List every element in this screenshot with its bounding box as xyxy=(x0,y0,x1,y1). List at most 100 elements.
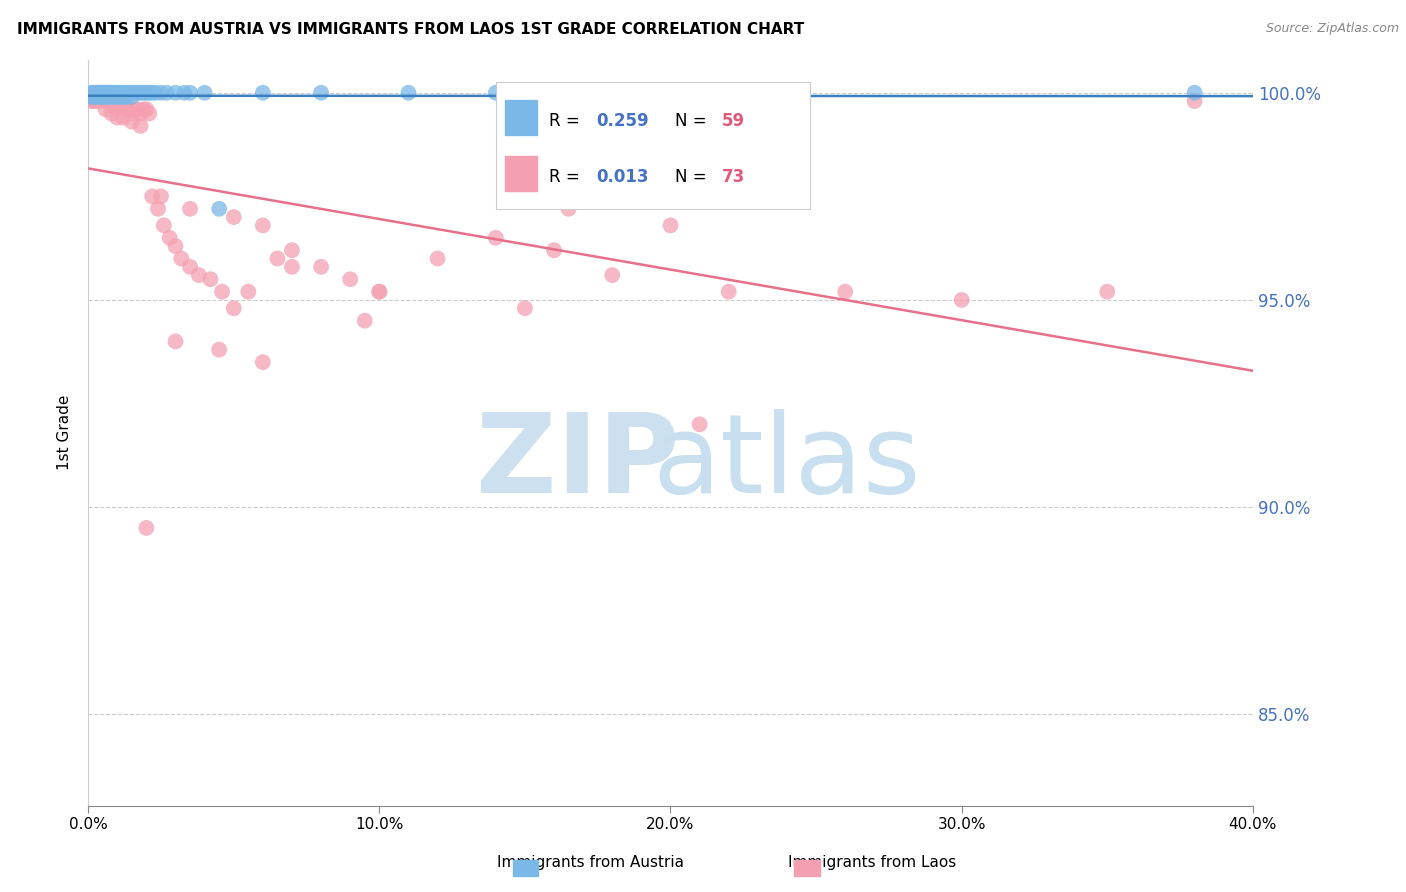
Point xyxy=(91,90,114,104)
Point xyxy=(100,86,122,100)
Point xyxy=(187,268,209,282)
Point xyxy=(80,90,103,104)
Point xyxy=(1184,94,1206,108)
Point xyxy=(100,98,122,112)
Point xyxy=(135,86,157,100)
Point xyxy=(179,202,201,216)
Point xyxy=(103,86,125,100)
Text: Immigrants from Austria: Immigrants from Austria xyxy=(496,855,685,870)
Point xyxy=(127,103,149,117)
Point xyxy=(86,86,108,100)
Point xyxy=(557,202,579,216)
Point xyxy=(222,210,245,224)
Point xyxy=(108,86,131,100)
Point xyxy=(135,521,157,535)
Text: atlas: atlas xyxy=(652,409,921,516)
Point xyxy=(80,86,103,100)
Point xyxy=(165,86,187,100)
Point xyxy=(309,86,332,100)
Point xyxy=(281,244,304,258)
Point xyxy=(94,86,117,100)
Point xyxy=(89,94,111,108)
Point xyxy=(1184,86,1206,100)
Point xyxy=(165,239,187,253)
Point xyxy=(165,334,187,349)
Point xyxy=(543,244,565,258)
Point xyxy=(1097,285,1119,299)
Point xyxy=(83,86,105,100)
Point xyxy=(83,90,105,104)
Point xyxy=(97,86,120,100)
Point xyxy=(91,86,114,100)
Point xyxy=(208,343,231,357)
Point xyxy=(105,111,128,125)
Point xyxy=(146,202,169,216)
Point xyxy=(600,268,623,282)
Point xyxy=(115,90,138,104)
Point xyxy=(159,231,181,245)
Point xyxy=(717,285,740,299)
Point xyxy=(103,94,125,108)
Point xyxy=(153,219,176,233)
Point xyxy=(112,98,135,112)
Point xyxy=(121,106,143,120)
Point xyxy=(194,86,217,100)
Point xyxy=(129,86,152,100)
Point xyxy=(108,90,131,104)
Point xyxy=(100,106,122,120)
Point xyxy=(112,90,135,104)
Point xyxy=(426,252,449,266)
Point xyxy=(103,90,125,104)
Point xyxy=(208,202,231,216)
Point xyxy=(97,90,120,104)
Point xyxy=(717,86,740,100)
Point xyxy=(83,90,105,104)
Point xyxy=(309,260,332,274)
Point xyxy=(211,285,233,299)
Point xyxy=(86,90,108,104)
Point xyxy=(129,119,152,133)
Point xyxy=(100,86,122,100)
Point xyxy=(179,86,201,100)
Point xyxy=(108,98,131,112)
Text: Immigrants from Laos: Immigrants from Laos xyxy=(787,855,956,870)
Point xyxy=(118,86,141,100)
Point xyxy=(138,86,160,100)
Point xyxy=(105,94,128,108)
Point xyxy=(659,219,682,233)
Point xyxy=(94,94,117,108)
Point xyxy=(173,86,195,100)
Point xyxy=(129,106,152,120)
Text: ZIP: ZIP xyxy=(475,409,679,516)
Point xyxy=(118,103,141,117)
Point xyxy=(94,90,117,104)
Point xyxy=(950,293,973,307)
Point xyxy=(689,417,711,432)
Point xyxy=(353,314,375,328)
Point xyxy=(149,189,172,203)
Point xyxy=(112,111,135,125)
Point xyxy=(141,189,163,203)
Point xyxy=(485,86,508,100)
Point xyxy=(89,90,111,104)
Point xyxy=(91,86,114,100)
Point xyxy=(834,285,856,299)
Point xyxy=(86,86,108,100)
Point xyxy=(105,86,128,100)
Point xyxy=(143,86,166,100)
Point xyxy=(141,86,163,100)
Point xyxy=(543,86,565,100)
Point xyxy=(200,272,222,286)
Point xyxy=(485,231,508,245)
Point xyxy=(127,86,149,100)
Point xyxy=(86,94,108,108)
Point xyxy=(89,86,111,100)
Point xyxy=(252,219,274,233)
Point xyxy=(115,98,138,112)
Point xyxy=(91,90,114,104)
Text: IMMIGRANTS FROM AUSTRIA VS IMMIGRANTS FROM LAOS 1ST GRADE CORRELATION CHART: IMMIGRANTS FROM AUSTRIA VS IMMIGRANTS FR… xyxy=(17,22,804,37)
Point xyxy=(266,252,288,266)
Point xyxy=(156,86,179,100)
Point xyxy=(100,90,122,104)
Point xyxy=(112,86,135,100)
